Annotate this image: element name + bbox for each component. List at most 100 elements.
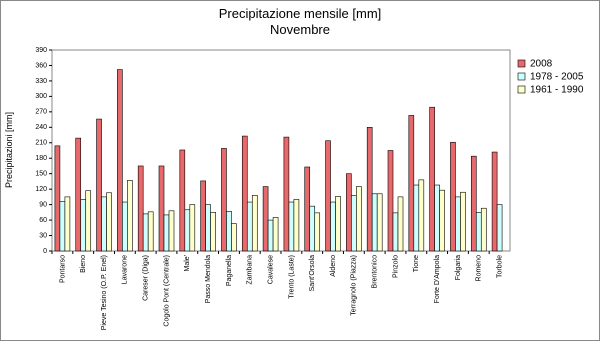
legend-label: 1961 - 1990 [530, 85, 584, 96]
chart-title: Precipitazione mensile [mm] [219, 6, 382, 21]
bar [314, 212, 321, 252]
bar [335, 196, 341, 252]
bar [137, 165, 144, 252]
x-tick-label: Pinzolo [392, 255, 399, 278]
x-tick-label: Brentonico [372, 255, 379, 289]
bar [80, 199, 87, 252]
bar [455, 196, 461, 252]
y-tick-label: 330 [35, 78, 47, 85]
y-tick-label: 240 [35, 124, 47, 131]
y-tick-label: 150 [35, 171, 47, 178]
x-tick-label: Aldeno [330, 255, 337, 277]
legend-swatch [517, 72, 526, 81]
bar [288, 201, 295, 252]
bar [439, 189, 445, 252]
y-tick-label: 90 [39, 201, 47, 208]
bar [59, 201, 66, 252]
x-tick-label: Cogolo Pont (Centrale) [163, 255, 170, 327]
bar [163, 214, 170, 252]
x-tick-label: Paganella [226, 255, 233, 286]
bar [460, 191, 466, 252]
bar [262, 186, 269, 252]
x-tick-label: Male' [184, 255, 191, 272]
bar [491, 151, 498, 252]
y-tick-label: 360 [35, 62, 47, 69]
bar [304, 166, 311, 252]
bar [397, 196, 404, 252]
y-tick-label: 120 [35, 186, 47, 193]
bar [168, 210, 175, 252]
bar [496, 204, 503, 252]
bar [189, 204, 196, 252]
x-tick-label: Pieve Tesino (O.P. Enel) [101, 255, 108, 330]
bar [231, 223, 237, 252]
x-tick-label: Bieno [80, 255, 87, 273]
x-tick-label: Pontarso [59, 255, 66, 283]
bar [371, 193, 378, 252]
x-tick-label: Cavalese [267, 255, 274, 284]
bar [480, 207, 487, 252]
bar [376, 193, 383, 252]
bar [267, 219, 274, 252]
bar [226, 211, 232, 252]
x-tick-label: Forte D'Ampola [434, 255, 441, 304]
legend-swatch [517, 59, 526, 68]
x-tick-label: Romeno [476, 255, 483, 282]
bar [251, 195, 258, 252]
bar [158, 165, 165, 252]
chart-subtitle: Novembre [270, 22, 330, 37]
bar [272, 217, 279, 252]
bar [241, 135, 248, 252]
bar [346, 173, 352, 252]
x-tick-label: Tione [413, 255, 420, 272]
x-tick-label: Careser (Diga) [143, 255, 150, 301]
x-tick-label: Passo Mendola [205, 255, 212, 303]
bar [122, 201, 128, 252]
bar [413, 184, 420, 252]
bar [101, 196, 107, 252]
y-tick-label: 60 [39, 217, 47, 224]
bar [75, 137, 82, 252]
bar [392, 212, 399, 252]
bar [85, 190, 92, 252]
bar [450, 141, 456, 252]
y-tick-label: 390 [35, 47, 47, 54]
legend-label: 2008 [530, 59, 553, 70]
bar [309, 205, 316, 252]
bar [408, 115, 415, 252]
bar [387, 150, 394, 252]
bar [179, 149, 186, 252]
bar [470, 155, 477, 252]
x-tick-label: Zambana [247, 255, 254, 285]
bar [351, 195, 357, 252]
x-tick-label: Torbole [496, 255, 503, 278]
bar [475, 212, 482, 252]
x-tick-label: Sant'Orsola [309, 255, 316, 291]
y-axis-label: Precipitazioni [mm] [4, 112, 14, 188]
bar [142, 213, 149, 252]
bar [325, 140, 331, 252]
legend-swatch [517, 85, 526, 94]
bar [106, 192, 112, 252]
x-tick-label: Trento (Laste) [288, 255, 295, 299]
bar [418, 179, 425, 252]
bar [330, 201, 336, 252]
y-tick-label: 210 [35, 140, 47, 147]
bar [205, 204, 211, 252]
legend-label: 1978 - 2005 [530, 72, 584, 83]
bar [356, 186, 362, 252]
bar [200, 180, 206, 252]
y-tick-label: 270 [35, 109, 47, 116]
bar [221, 148, 227, 252]
x-tick-label: Terragnolo (Piazza) [351, 255, 358, 316]
bar [117, 69, 123, 252]
y-tick-label: 30 [39, 232, 47, 239]
bar [127, 180, 133, 252]
x-tick-label: Lavarone [122, 255, 129, 284]
bar [283, 136, 290, 252]
y-tick-label: 0 [43, 248, 47, 255]
bar [184, 209, 191, 252]
bar [434, 184, 440, 252]
bar [64, 196, 71, 252]
bar [96, 118, 102, 252]
